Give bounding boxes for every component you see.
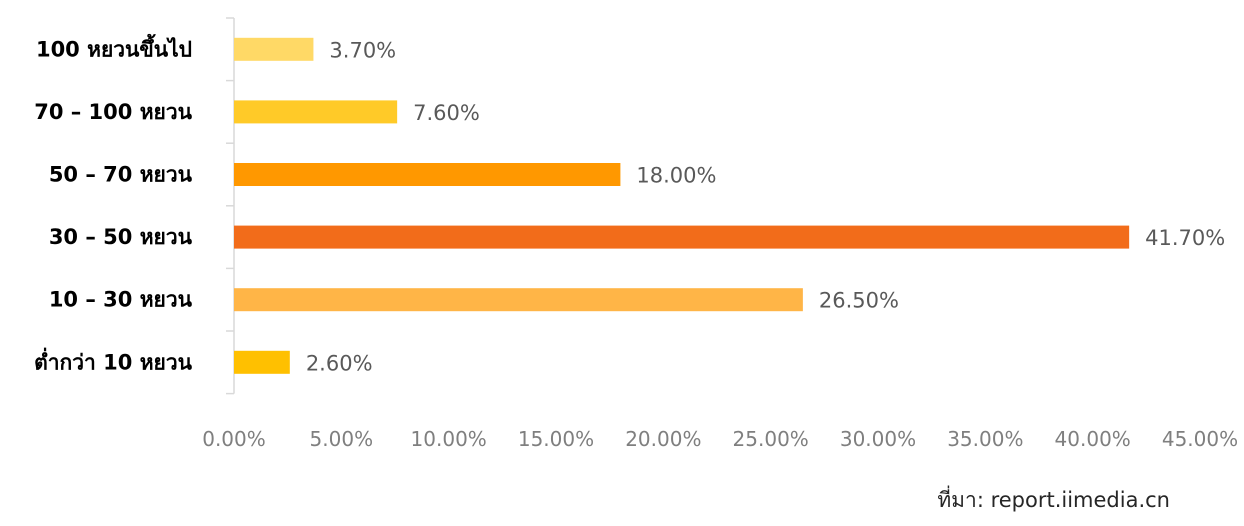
bar — [234, 163, 621, 186]
data-label: 26.50% — [819, 289, 899, 313]
x-tick-label: 10.00% — [411, 427, 487, 451]
category-label: 10 – 30 หยวน — [49, 288, 193, 312]
data-label: 3.70% — [329, 38, 396, 62]
bar — [234, 100, 398, 124]
data-label: 7.60% — [413, 101, 480, 125]
x-tick-label: 0.00% — [202, 427, 266, 451]
x-tick-label: 30.00% — [840, 427, 916, 451]
source-note: ที่มา: report.iimedia.cn — [937, 488, 1170, 512]
data-label: 18.00% — [636, 164, 716, 188]
category-label: 100 หยวนขึ้นไป — [36, 33, 192, 61]
bar — [234, 288, 803, 312]
label-layer: 100 หยวนขึ้นไป 3.70% 70 – 100 หยวน 7.60% 50 … — [34, 33, 1238, 451]
data-label: 2.60% — [306, 351, 373, 375]
x-tick-label: 5.00% — [310, 427, 374, 451]
data-label: 41.70% — [1145, 226, 1225, 250]
category-label: 30 – 50 หยวน — [49, 225, 193, 249]
category-label: ต่ำกว่า 10 หยวน — [34, 346, 193, 374]
bar — [234, 37, 314, 61]
bar-layer — [234, 37, 1130, 374]
bar — [234, 225, 1130, 249]
x-tick-label: 35.00% — [947, 427, 1023, 451]
x-tick-label: 15.00% — [518, 427, 594, 451]
bar — [234, 350, 290, 374]
x-tick-label: 25.00% — [733, 427, 809, 451]
category-label: 50 – 70 หยวน — [49, 163, 193, 187]
x-tick-label: 45.00% — [1162, 427, 1238, 451]
x-tick-label: 40.00% — [1055, 427, 1131, 451]
category-label: 70 – 100 หยวน — [34, 100, 192, 124]
x-tick-label: 20.00% — [625, 427, 701, 451]
axis-layer — [226, 17, 235, 395]
